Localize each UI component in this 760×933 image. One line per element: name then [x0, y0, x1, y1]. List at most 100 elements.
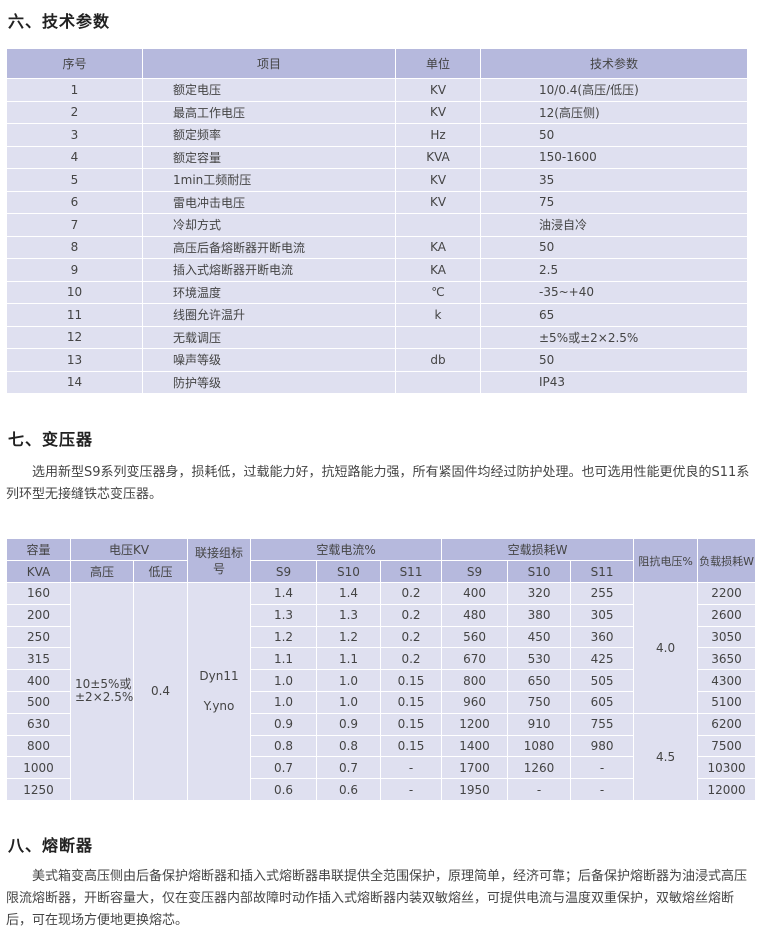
header-capacity: 容量	[6, 538, 71, 561]
cell-capacity: 1000	[6, 756, 71, 780]
cell-current-s10: 1.1	[316, 647, 381, 671]
cell-loss-s10: 1260	[507, 756, 572, 780]
header-current-s10: S10	[316, 560, 381, 583]
cell-item: 额定电压	[142, 78, 396, 102]
header-hv: 高压	[70, 560, 134, 583]
table-row: 6 雷电冲击电压 KV 75	[6, 190, 748, 214]
cell-current-s11: 0.15	[379, 712, 443, 736]
cell-index: 7	[6, 213, 143, 237]
cell-loss-s11: 360	[570, 625, 635, 649]
cell-loss-s9: 1200	[441, 712, 509, 736]
cell-index: 2	[6, 100, 143, 124]
cell-current-s9: 1.4	[250, 582, 317, 605]
cell-capacity: 400	[6, 669, 71, 692]
cell-loss-s10: 380	[507, 603, 572, 627]
cell-unit: db	[395, 348, 481, 372]
cell-current-s9: 1.2	[250, 625, 317, 649]
header-noload-current: 空载电流%	[249, 538, 443, 561]
header-loss-s10: S10	[507, 560, 572, 583]
cell-param: 10/0.4(高压/低压)	[480, 78, 748, 102]
cell-unit	[395, 370, 481, 394]
cell-loss-s10: 910	[507, 712, 572, 736]
cell-param: 50	[480, 235, 748, 259]
cell-capacity: 250	[6, 625, 71, 649]
cell-index: 4	[6, 145, 143, 169]
table-row: 11 线圈允许温升 k 65	[6, 303, 748, 327]
cell-current-s11: 0.2	[379, 625, 443, 649]
cell-current-s10: 1.4	[316, 582, 381, 605]
cell-current-s11: 0.15	[379, 690, 443, 714]
cell-param: 2.5	[480, 258, 748, 282]
cell-load-loss: 6200	[697, 712, 756, 736]
cell-loss-s9: 400	[441, 582, 509, 605]
table-row: 3 额定频率 Hz 50	[6, 123, 748, 147]
cell-capacity: 630	[6, 712, 71, 736]
cell-load-loss: 12000	[697, 778, 756, 801]
cell-item: 额定容量	[142, 145, 396, 169]
header-connection: 联接组标号	[187, 538, 251, 583]
cell-loss-s9: 560	[441, 625, 509, 649]
cell-loss-s9: 670	[441, 647, 509, 671]
cell-index: 12	[6, 325, 143, 349]
cell-capacity: 315	[6, 647, 71, 671]
table-row: 160 10±5%或±2×2.5% 0.4 Dyn11 Y.yno 1.4 1.4 0.2 40…	[6, 582, 756, 801]
cell-item: 环境温度	[142, 280, 396, 304]
table-row: 2 最高工作电压 KV 12(高压侧)	[6, 100, 748, 124]
cell-item: 高压后备熔断器开断电流	[142, 235, 396, 259]
cell-current-s9: 0.8	[250, 734, 317, 758]
cell-loss-s10: 530	[507, 647, 572, 671]
cell-param: -35~+40	[480, 280, 748, 304]
header-noload-loss: 空载损耗W	[441, 538, 635, 561]
cell-current-s10: 1.2	[316, 625, 381, 649]
cell-impedance: 4.0	[633, 582, 699, 714]
cell-item: 额定频率	[142, 123, 396, 147]
header-unit: 单位	[395, 48, 481, 79]
cell-current-s9: 1.3	[250, 603, 317, 627]
table-row: 10 环境温度 ℃ -35~+40	[6, 280, 748, 304]
table-row: 800 0.8 0.8 0.15 1400 1080 980 7500	[6, 734, 756, 758]
cell-param: 75	[480, 190, 748, 214]
cell-hv-voltage: 10±5%或±2×2.5%	[70, 582, 134, 801]
header-item: 项目	[142, 48, 396, 79]
table-row: 12 无载调压 ±5%或±2×2.5%	[6, 325, 748, 349]
table-row: 630 0.9 0.9 0.15 1200 910 755 4.5 6200	[6, 712, 756, 801]
table-row: 7 冷却方式 油浸自冷	[6, 213, 748, 237]
cell-index: 14	[6, 370, 143, 394]
cell-unit: ℃	[395, 280, 481, 304]
cell-loss-s11: 755	[570, 712, 635, 736]
cell-current-s10: 1.3	[316, 603, 381, 627]
cell-index: 8	[6, 235, 143, 259]
table-row: 315 1.1 1.1 0.2 670 530 425 3650	[6, 647, 756, 671]
cell-unit: KA	[395, 235, 481, 259]
cell-loss-s10: -	[507, 778, 572, 801]
header-impedance: 阻抗电压%	[633, 538, 699, 583]
cell-current-s10: 0.6	[316, 778, 381, 801]
section-6-title: 六、技术参数	[8, 12, 111, 31]
cell-index: 6	[6, 190, 143, 214]
cell-param: 油浸自冷	[480, 213, 748, 237]
header-capacity-unit: KVA	[6, 560, 71, 583]
table-row: 400 1.0 1.0 0.15 800 650 505 4300	[6, 669, 756, 692]
cell-unit: KA	[395, 258, 481, 282]
connection-value: Y.yno	[203, 699, 235, 714]
cell-loss-s10: 450	[507, 625, 572, 649]
cell-loss-s10: 650	[507, 669, 572, 692]
cell-loss-s10: 1080	[507, 734, 572, 758]
cell-capacity: 800	[6, 734, 71, 758]
cell-capacity: 200	[6, 603, 71, 627]
cell-loss-s9: 1700	[441, 756, 509, 780]
header-index: 序号	[6, 48, 143, 79]
cell-load-loss: 2200	[697, 582, 756, 605]
table-row: 4 额定容量 KVA 150-1600	[6, 145, 748, 169]
cell-loss-s11: 255	[570, 582, 635, 605]
cell-loss-s10: 320	[507, 582, 572, 605]
header-lv: 低压	[133, 560, 188, 583]
cell-capacity: 160	[6, 582, 71, 605]
table-row: 5 1min工频耐压 KV 35	[6, 168, 748, 192]
cell-item: 最高工作电压	[142, 100, 396, 124]
cell-current-s11: 0.15	[379, 669, 443, 692]
cell-loss-s11: -	[570, 756, 635, 780]
header-loss-s9: S9	[441, 560, 509, 583]
cell-load-loss: 4300	[697, 669, 756, 692]
table-row: 13 噪声等级 db 50	[6, 348, 748, 372]
